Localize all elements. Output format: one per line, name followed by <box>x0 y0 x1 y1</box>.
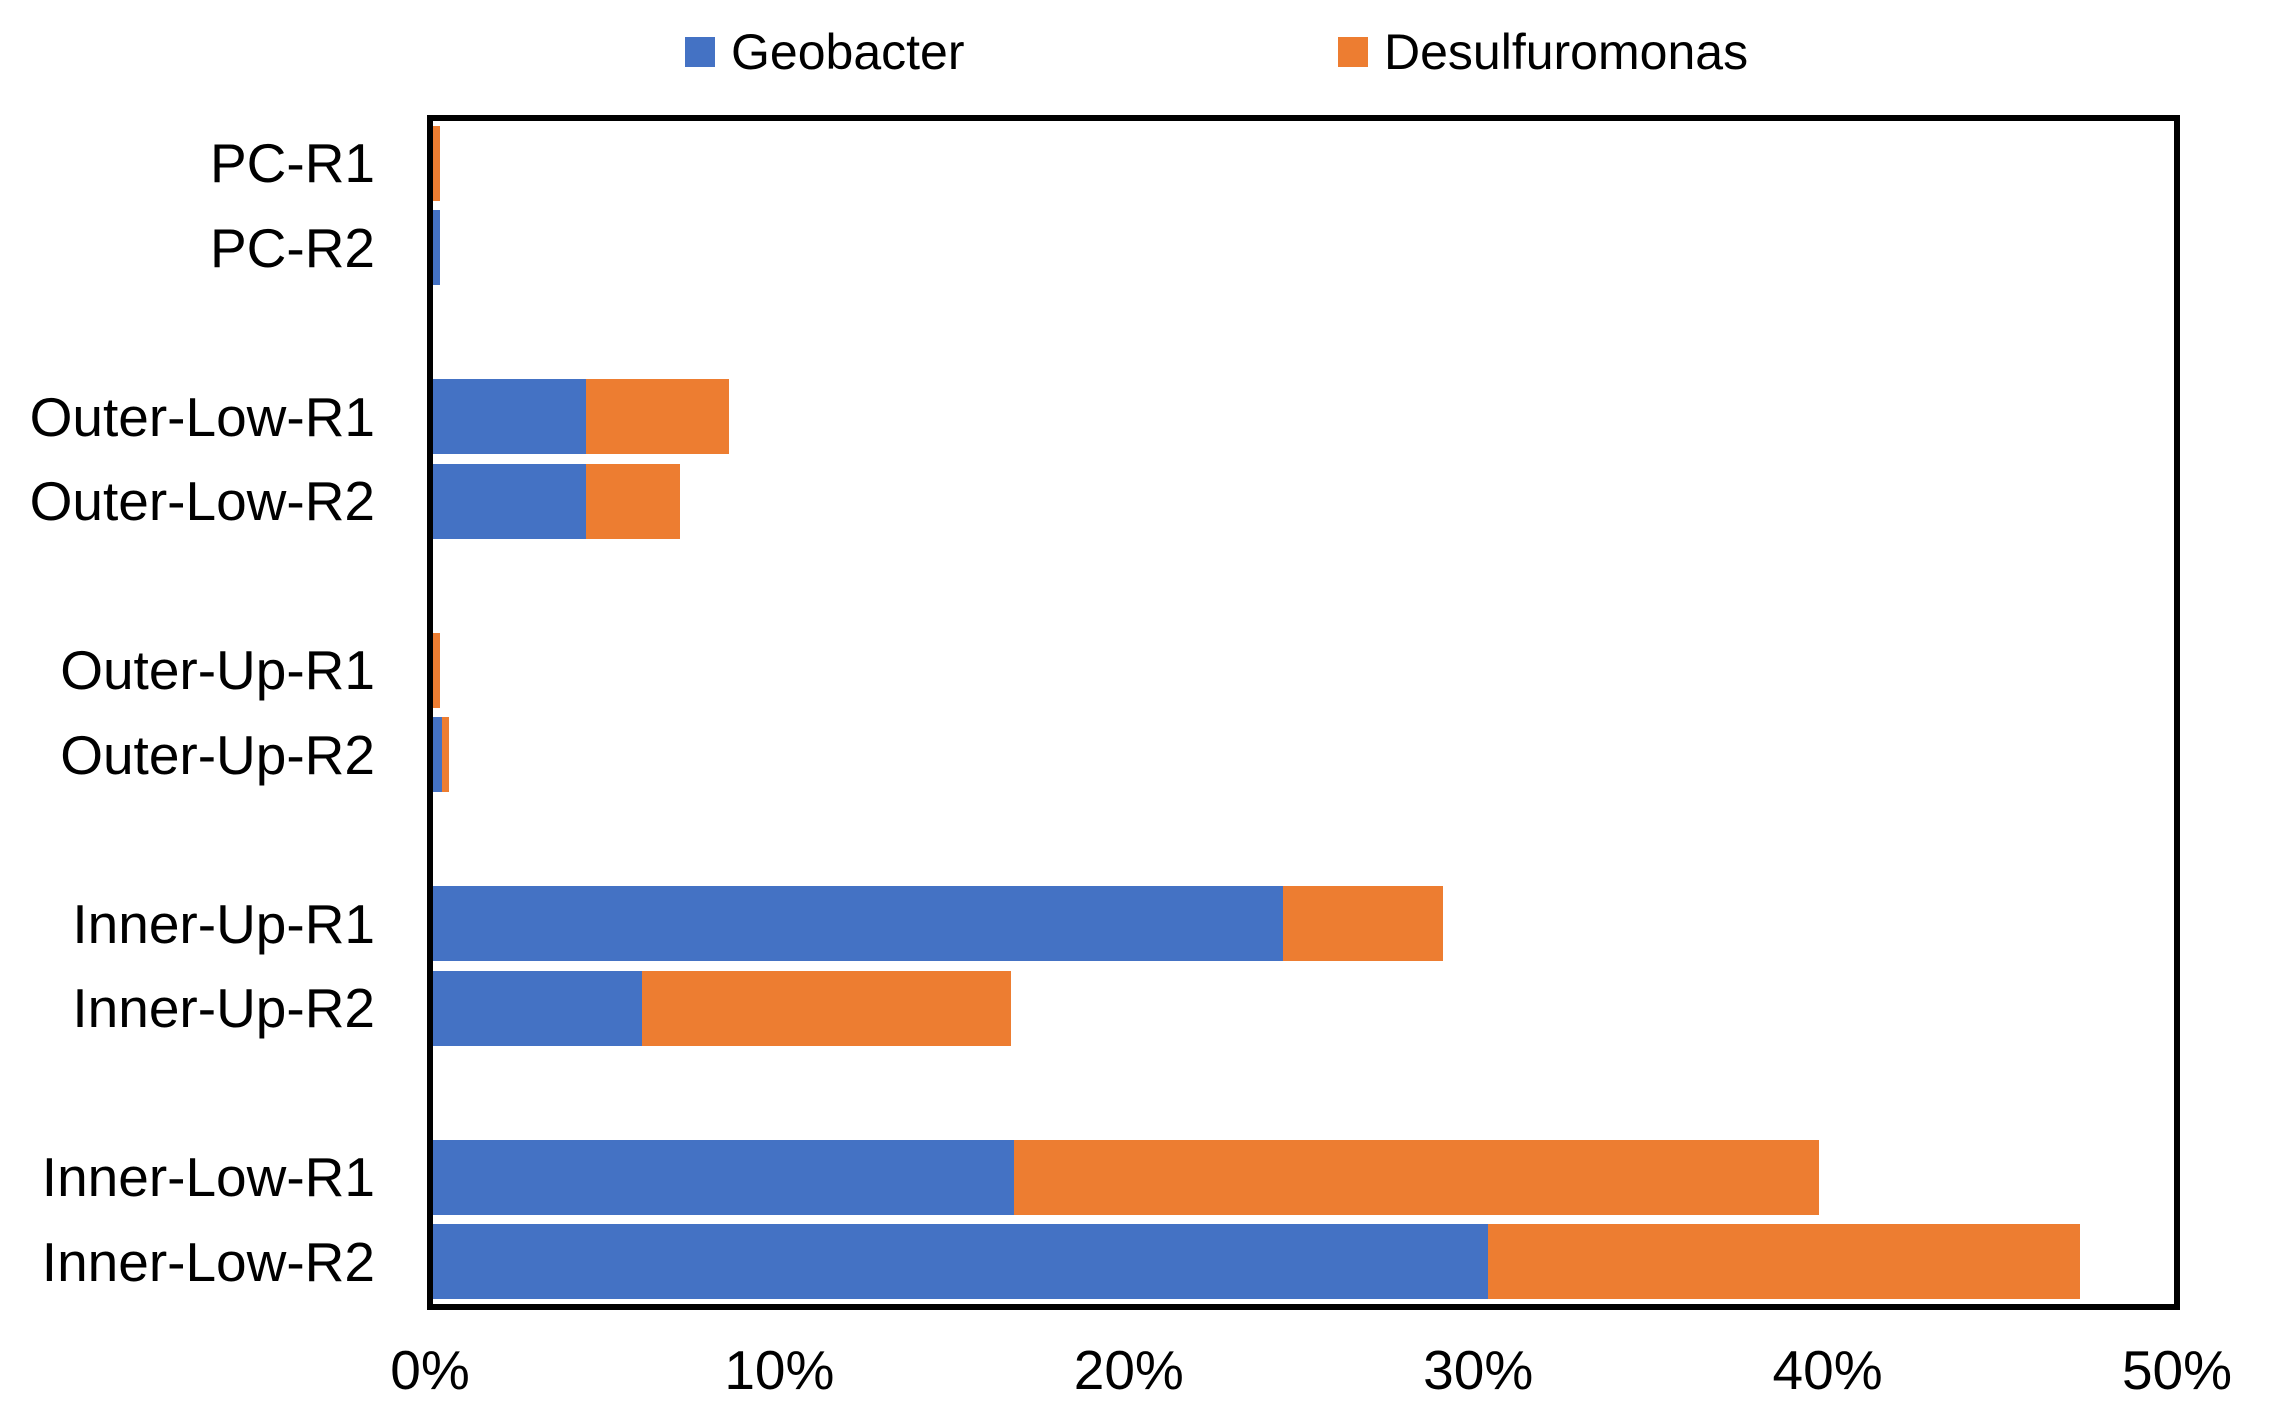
category-axis-labels: PC-R1 PC-R2 Outer-Low-R1 Outer-Low-R2 Outer-… <box>0 121 375 1304</box>
bar-row-outer-low-r2 <box>433 459 2174 544</box>
plot-area <box>427 115 2180 1310</box>
category-label-pc-r2: PC-R2 <box>209 216 375 279</box>
bar-stack-inner-up-r2 <box>433 970 2174 1046</box>
bar-segment-desulfuromonas <box>586 463 681 539</box>
x-tick-label-40: 40% <box>1772 1339 1883 1401</box>
x-tick-label-20: 20% <box>1073 1339 1184 1401</box>
x-tick-label-30: 30% <box>1423 1339 1534 1401</box>
bar-row-inner-up-r2 <box>433 966 2174 1051</box>
legend-item-geobacter: Geobacter <box>685 20 964 84</box>
bar-segment-geobacter <box>433 970 642 1046</box>
bar-stack-inner-low-r2 <box>433 1224 2174 1300</box>
spacer-row <box>433 797 2174 882</box>
spacer-row <box>433 290 2174 375</box>
category-label-pc-r1: PC-R1 <box>209 132 375 195</box>
bar-segment-geobacter <box>433 886 1283 962</box>
category-label-inner-up-r2: Inner-Up-R2 <box>72 977 375 1040</box>
bar-stack-outer-up-r2 <box>433 717 2174 793</box>
category-label-outer-up-r2: Outer-Up-R2 <box>60 723 375 786</box>
category-label-outer-up-r1: Outer-Up-R1 <box>60 639 375 702</box>
bar-stack-outer-up-r1 <box>433 632 2174 708</box>
bar-segment-geobacter <box>433 210 440 286</box>
bar-row-outer-up-r1 <box>433 628 2174 713</box>
x-tick-label-50: 50% <box>2121 1339 2233 1401</box>
bar-segment-geobacter <box>433 463 587 539</box>
legend-item-desulfuromonas: Desulfuromonas <box>1338 20 1748 84</box>
bar-stack-inner-up-r1 <box>433 886 2174 962</box>
bar-segment-desulfuromonas <box>433 632 440 708</box>
bar-segment-desulfuromonas <box>1488 1224 2080 1300</box>
bar-segment-desulfuromonas <box>1282 886 1443 962</box>
category-label-outer-low-r1: Outer-Low-R1 <box>29 385 375 448</box>
bar-stack-pc-r1 <box>433 125 2174 201</box>
category-label-outer-low-r2: Outer-Low-R2 <box>29 470 375 533</box>
bar-segment-desulfuromonas <box>641 970 1011 1046</box>
bar-segment-desulfuromonas <box>441 717 449 793</box>
bar-row-pc-r1 <box>433 121 2174 206</box>
legend-label-geobacter: Geobacter <box>731 24 965 80</box>
x-tick-label-10: 10% <box>724 1339 835 1401</box>
category-label-inner-low-r2: Inner-Low-R2 <box>41 1230 375 1293</box>
bar-row-inner-low-r1 <box>433 1135 2174 1220</box>
bar-stack-outer-low-r1 <box>433 379 2174 455</box>
spacer-row <box>433 544 2174 629</box>
bar-segment-desulfuromonas <box>1014 1139 1819 1215</box>
bar-row-pc-r2 <box>433 206 2174 291</box>
x-tick-label-0: 0% <box>390 1339 470 1401</box>
bar-segment-desulfuromonas <box>433 125 440 201</box>
bar-row-inner-up-r1 <box>433 882 2174 967</box>
legend-label-desulfuromonas: Desulfuromonas <box>1384 24 1749 80</box>
legend-marker-geobacter <box>685 37 715 67</box>
bar-stack-pc-r2 <box>433 210 2174 286</box>
bar-segment-geobacter <box>433 1139 1015 1215</box>
bar-stack-inner-low-r1 <box>433 1139 2174 1215</box>
bar-segment-geobacter <box>433 717 442 793</box>
category-label-inner-low-r1: Inner-Low-R1 <box>41 1146 375 1209</box>
legend-marker-desulfuromonas <box>1338 37 1368 67</box>
bar-segment-geobacter <box>433 1224 1489 1300</box>
bar-segment-geobacter <box>433 379 587 455</box>
category-label-inner-up-r1: Inner-Up-R1 <box>72 892 375 955</box>
bar-row-outer-low-r1 <box>433 375 2174 460</box>
bar-row-inner-low-r2 <box>433 1220 2174 1305</box>
bar-row-outer-up-r2 <box>433 713 2174 798</box>
bar-segment-desulfuromonas <box>586 379 729 455</box>
bar-stack-outer-low-r2 <box>433 463 2174 539</box>
spacer-row <box>433 1051 2174 1136</box>
